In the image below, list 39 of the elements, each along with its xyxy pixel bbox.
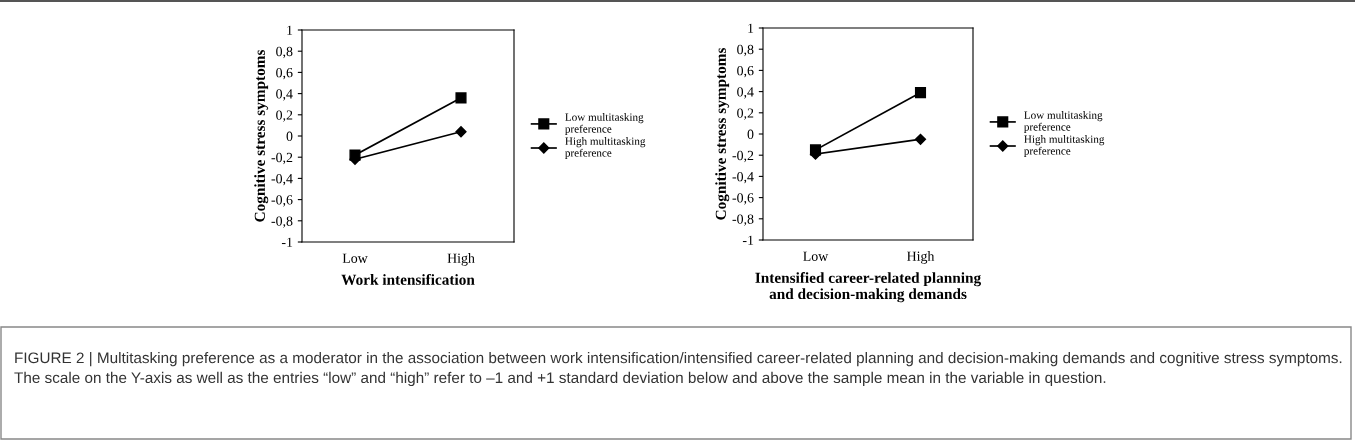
y-tick-label: 0,8 [737,44,754,57]
y-tick-label: -0,8 [271,216,293,228]
y-tick-label: 0,6 [737,65,754,78]
point [455,126,467,138]
y-tick-label: -0,6 [271,195,293,207]
caption: FIGURE 2 | Multitasking preference as a moderator in the association between work intensification/intensified career-related planning and decision-making demands and cognitive stress symptoms. The scale on the Y-axis as well as the entries “low” and “high” refer to –1 and +1 standard deviation below and above the sample mean in the variable in question. [14,352,1342,387]
y-tick-label: -1 [281,237,293,247]
y-tick-label: 0,4 [276,89,293,101]
y-tick-label: -0,6 [732,193,754,205]
x-tick-label: High [907,251,935,264]
y-tick-label: 0,6 [276,67,293,80]
x-tick-label: High [447,253,475,266]
y-axis-title: Cognitive stress symptoms [715,47,730,220]
point [914,87,927,99]
y-tick-label: -0,2 [271,152,293,165]
legend-label: Low multitasking preference [565,113,644,135]
legend-label: Low multitasking preference [1024,111,1103,133]
y-tick-label: 1 [287,25,293,35]
y-tick-label: 0 [286,131,293,141]
y-axis-title: Cognitive stress symptoms [254,49,269,222]
x-axis-title: Work intensification [341,273,475,285]
y-tick-label: -0,8 [732,214,754,226]
y-tick-label: 0,8 [276,46,293,59]
point [455,92,467,104]
point [914,133,927,145]
y-tick-label: 0,2 [737,108,754,120]
y-tick-label: 1 [748,23,754,33]
x-tick-label: Low [803,251,829,261]
legend-label: High multitasking preference [565,137,646,159]
x-axis-title: Intensified career-related planning and decision-making demands [755,272,982,303]
x-tick-label: Low [342,253,368,263]
y-tick-label: 0 [747,129,754,139]
y-tick-label: -1 [742,235,754,245]
y-tick-label: -0,4 [271,173,293,186]
y-tick-label: 0,4 [737,87,754,99]
y-tick-label: -0,4 [732,171,754,184]
y-tick-label: 0,2 [276,110,293,122]
y-tick-label: -0,2 [732,150,754,163]
legend-label: High multitasking preference [1024,135,1105,157]
